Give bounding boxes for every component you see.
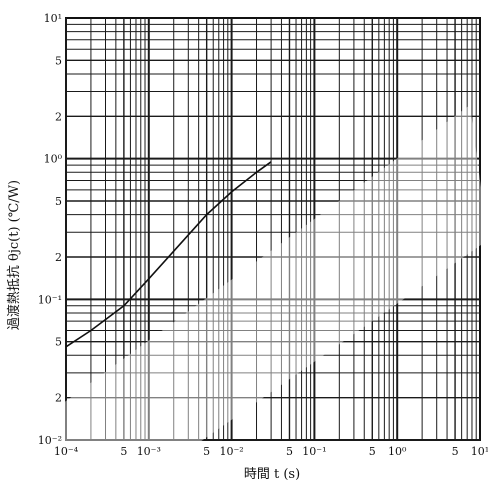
y-tick-label: 10⁰ bbox=[44, 153, 63, 166]
y-axis-title: 過渡熱抵抗 θjc(t) (℃/W) bbox=[6, 180, 22, 330]
y-tick-label: 5 bbox=[55, 195, 62, 208]
watermark bbox=[40, 105, 488, 484]
x-tick-label: 5 bbox=[369, 445, 376, 458]
y-tick-label: 5 bbox=[55, 54, 62, 67]
x-tick-label: 10⁻⁴ bbox=[54, 445, 79, 458]
y-tick-label: 10¹ bbox=[44, 12, 62, 25]
x-tick-label: 10⁻² bbox=[219, 445, 243, 458]
watermark-band bbox=[40, 105, 488, 484]
x-tick-label: 10⁻¹ bbox=[302, 445, 326, 458]
y-tick-label: 5 bbox=[55, 336, 62, 349]
x-tick-label: 5 bbox=[203, 445, 210, 458]
x-axis-title: 時間 t (s) bbox=[244, 467, 300, 482]
y-tick-labels: 10¹ 5 2 10⁰ 5 2 10⁻¹ 5 2 10⁻² bbox=[38, 12, 63, 447]
y-tick-label: 10⁻¹ bbox=[38, 293, 62, 306]
x-tick-label: 5 bbox=[120, 445, 127, 458]
data-series bbox=[65, 161, 272, 348]
y-tick-label: 10⁻² bbox=[38, 434, 62, 447]
x-tick-label: 10¹ bbox=[471, 445, 488, 458]
grid bbox=[65, 17, 481, 441]
x-tick-labels: 10⁻⁴ 5 10⁻³ 5 10⁻² 5 10⁻¹ 5 10⁰ 5 10¹ bbox=[54, 445, 488, 458]
y-tick-label: 2 bbox=[55, 392, 62, 405]
y-tick-label: 2 bbox=[55, 251, 62, 264]
x-tick-label: 5 bbox=[286, 445, 293, 458]
x-tick-label: 10⁰ bbox=[388, 445, 407, 458]
x-tick-label: 10⁻³ bbox=[137, 445, 161, 458]
y-tick-label: 2 bbox=[55, 110, 62, 123]
x-tick-label: 5 bbox=[452, 445, 459, 458]
thermal-resistance-curve bbox=[65, 161, 272, 348]
